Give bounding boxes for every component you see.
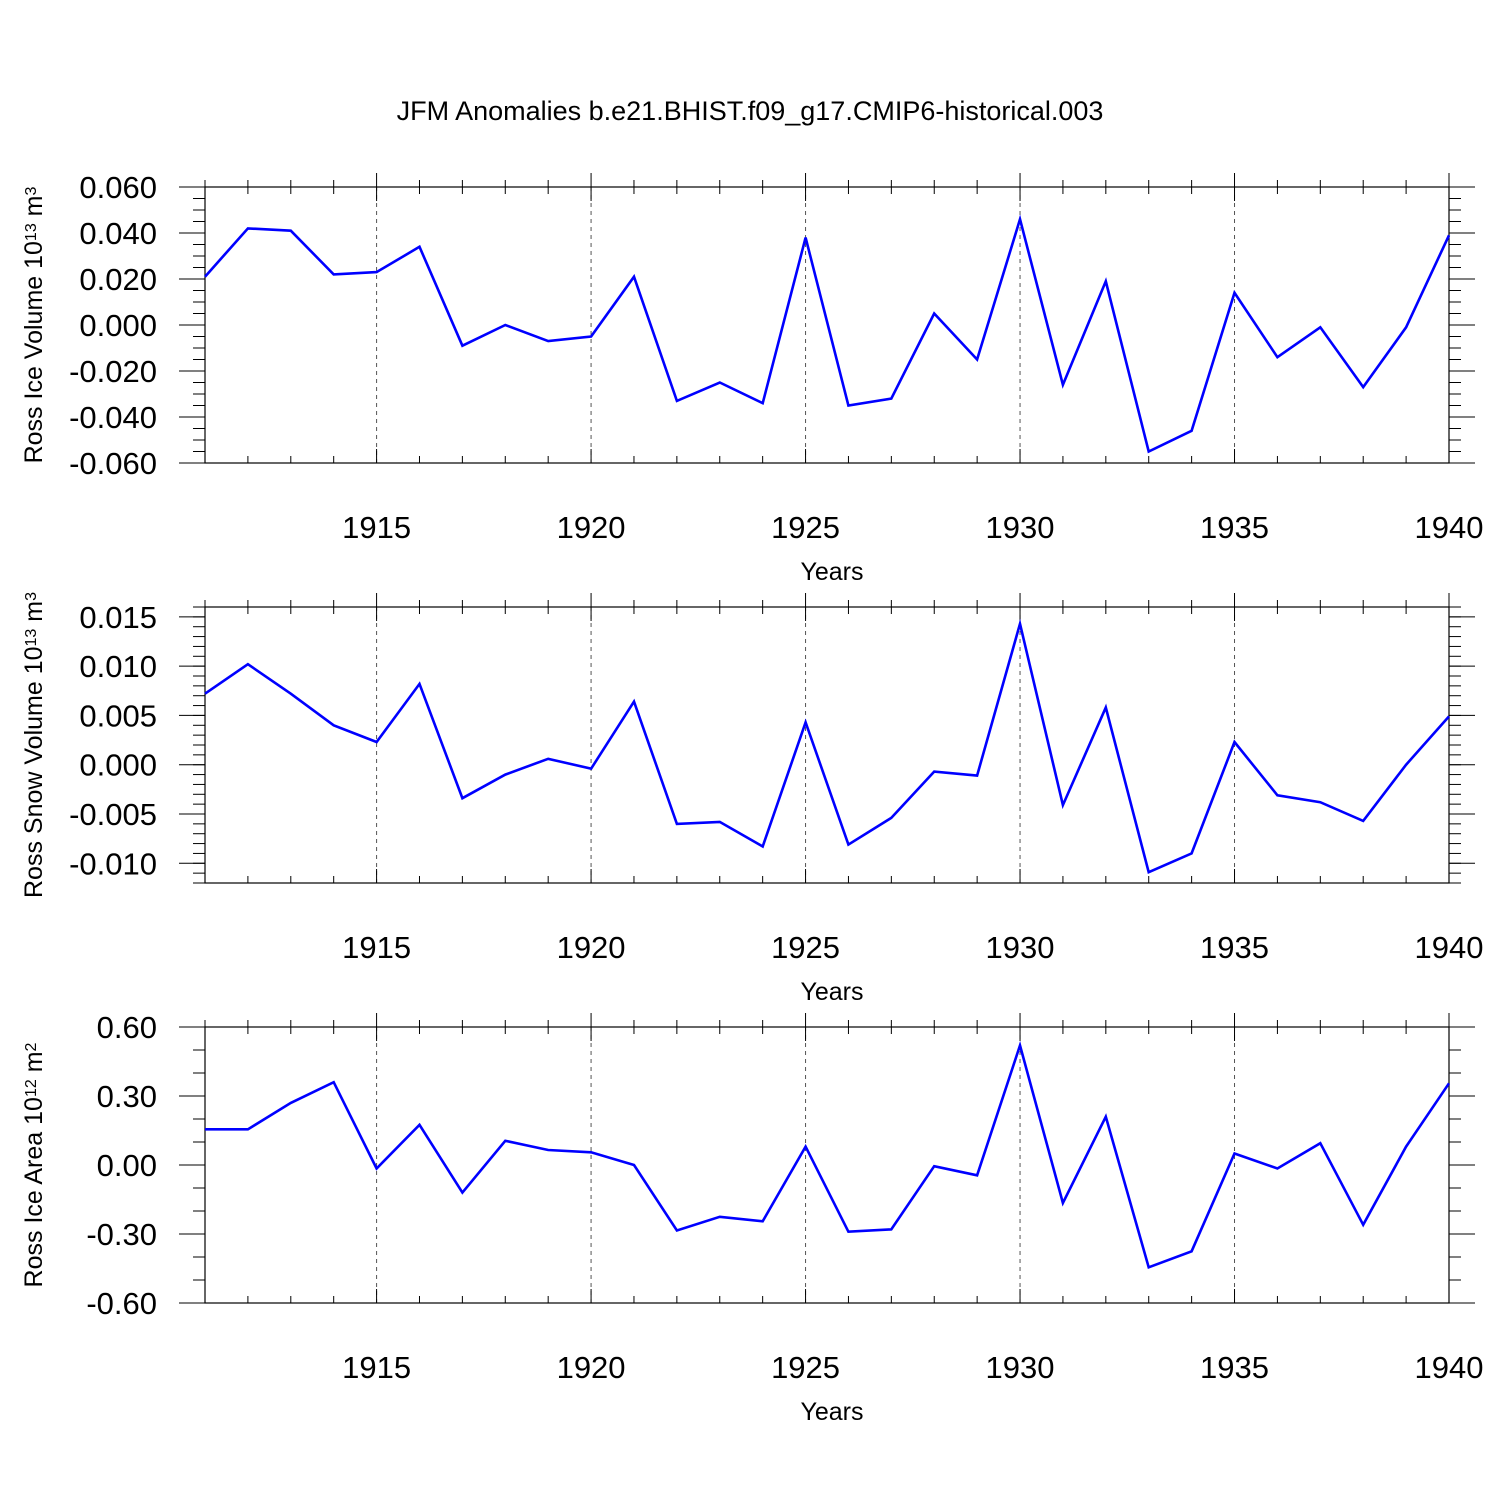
y-tick-label: 0.000 [79, 308, 157, 343]
data-line-series-1 [205, 1040, 1451, 1270]
y-axis-label-superscript: 12 [23, 1079, 40, 1097]
y-tick-label: 0.30 [97, 1079, 157, 1114]
x-tick-label: 1930 [986, 510, 1055, 545]
y-tick-label: 0.040 [79, 216, 157, 251]
x-tick-label: 1935 [1200, 510, 1269, 545]
y-tick-label: -0.060 [69, 446, 157, 481]
x-axis-label: Years [800, 1398, 863, 1426]
page-title: JFM Anomalies b.e21.BHIST.f09_g17.CMIP6-… [396, 96, 1104, 126]
y-tick-label: -0.30 [86, 1217, 157, 1252]
x-tick-label: 1930 [986, 1350, 1055, 1385]
y-axis-label-superscript: 13 [23, 223, 40, 241]
data-line-series-1 [204, 214, 1451, 454]
y-tick-label: 0.015 [79, 600, 157, 635]
x-tick-label: 1920 [557, 930, 626, 965]
y-tick-label: 0.020 [79, 262, 157, 297]
x-tick-label: 1940 [1415, 510, 1484, 545]
y-axis-label: Ross Ice Volume 1013 m3 [20, 186, 48, 463]
y-axis-label-superscript: 13 [23, 629, 40, 647]
x-axis-label: Years [800, 978, 863, 1006]
plot-panel-2: -0.010 -0.005 0.000 0.005 0.010 0.015 1915 1920… [20, 592, 1483, 1006]
y-tick-label: -0.010 [69, 846, 157, 881]
y-tick-label: 0.060 [79, 170, 157, 205]
y-axis-label: Ross Ice Area 1012 m2 [20, 1042, 48, 1287]
x-tick-label: 1940 [1415, 930, 1484, 965]
x-tick-label: 1930 [986, 930, 1055, 965]
x-tick-label: 1920 [557, 1350, 626, 1385]
y-axis-label-text: Ross Ice Area 10 [20, 1097, 48, 1287]
x-tick-label: 1920 [557, 510, 626, 545]
x-tick-label: 1915 [342, 1350, 411, 1385]
plot-frame [204, 1026, 1450, 1304]
y-tick-label: -0.020 [69, 354, 157, 389]
y-tick-label: 0.010 [79, 649, 157, 684]
x-tick-label: 1925 [771, 1350, 840, 1385]
y-tick-label: 0.00 [97, 1148, 157, 1183]
y-tick-label: 0.005 [79, 698, 157, 733]
plot-frame [204, 606, 1450, 884]
plot-panel-1: -0.060 -0.040 -0.020 0.000 0.020 0.040 0.060 19… [20, 170, 1483, 586]
plot-panel-3: -0.60 -0.30 0.00 0.30 0.60 1915 1920 1925 1930 19… [20, 1010, 1483, 1426]
y-tick-label: -0.60 [86, 1286, 157, 1321]
y-axis-label-text: m [20, 601, 48, 629]
y-tick-label: 0.60 [97, 1010, 157, 1045]
y-tick-label: -0.040 [69, 400, 157, 435]
x-axis-label: Years [800, 558, 863, 586]
x-tick-label: 1915 [342, 930, 411, 965]
y-axis-label-text: m [20, 1051, 48, 1079]
data-line-series-1 [204, 618, 1450, 875]
y-axis-label-text: Ross Ice Volume 10 [20, 241, 48, 463]
y-tick-label: 0.000 [79, 748, 157, 783]
y-axis-label-text: m [20, 195, 48, 223]
x-tick-label: 1935 [1200, 1350, 1269, 1385]
x-tick-label: 1925 [771, 510, 840, 545]
y-axis-label: Ross Snow Volume 1013 m3 [20, 592, 48, 898]
y-axis-label-superscript: 3 [23, 186, 40, 195]
y-axis-label-superscript: 2 [23, 1042, 40, 1051]
x-tick-label: 1915 [342, 510, 411, 545]
x-tick-label: 1935 [1200, 930, 1269, 965]
y-tick-label: -0.005 [69, 797, 157, 832]
y-axis-label-superscript: 3 [23, 592, 40, 601]
x-tick-label: 1925 [771, 930, 840, 965]
x-tick-label: 1940 [1415, 1350, 1484, 1385]
y-axis-label-text: Ross Snow Volume 10 [20, 646, 48, 898]
